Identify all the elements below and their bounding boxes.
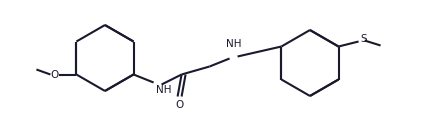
Text: S: S bbox=[360, 34, 367, 44]
Text: NH: NH bbox=[156, 84, 171, 95]
Text: NH: NH bbox=[226, 38, 241, 48]
Text: O: O bbox=[176, 99, 184, 110]
Text: O: O bbox=[50, 70, 58, 80]
